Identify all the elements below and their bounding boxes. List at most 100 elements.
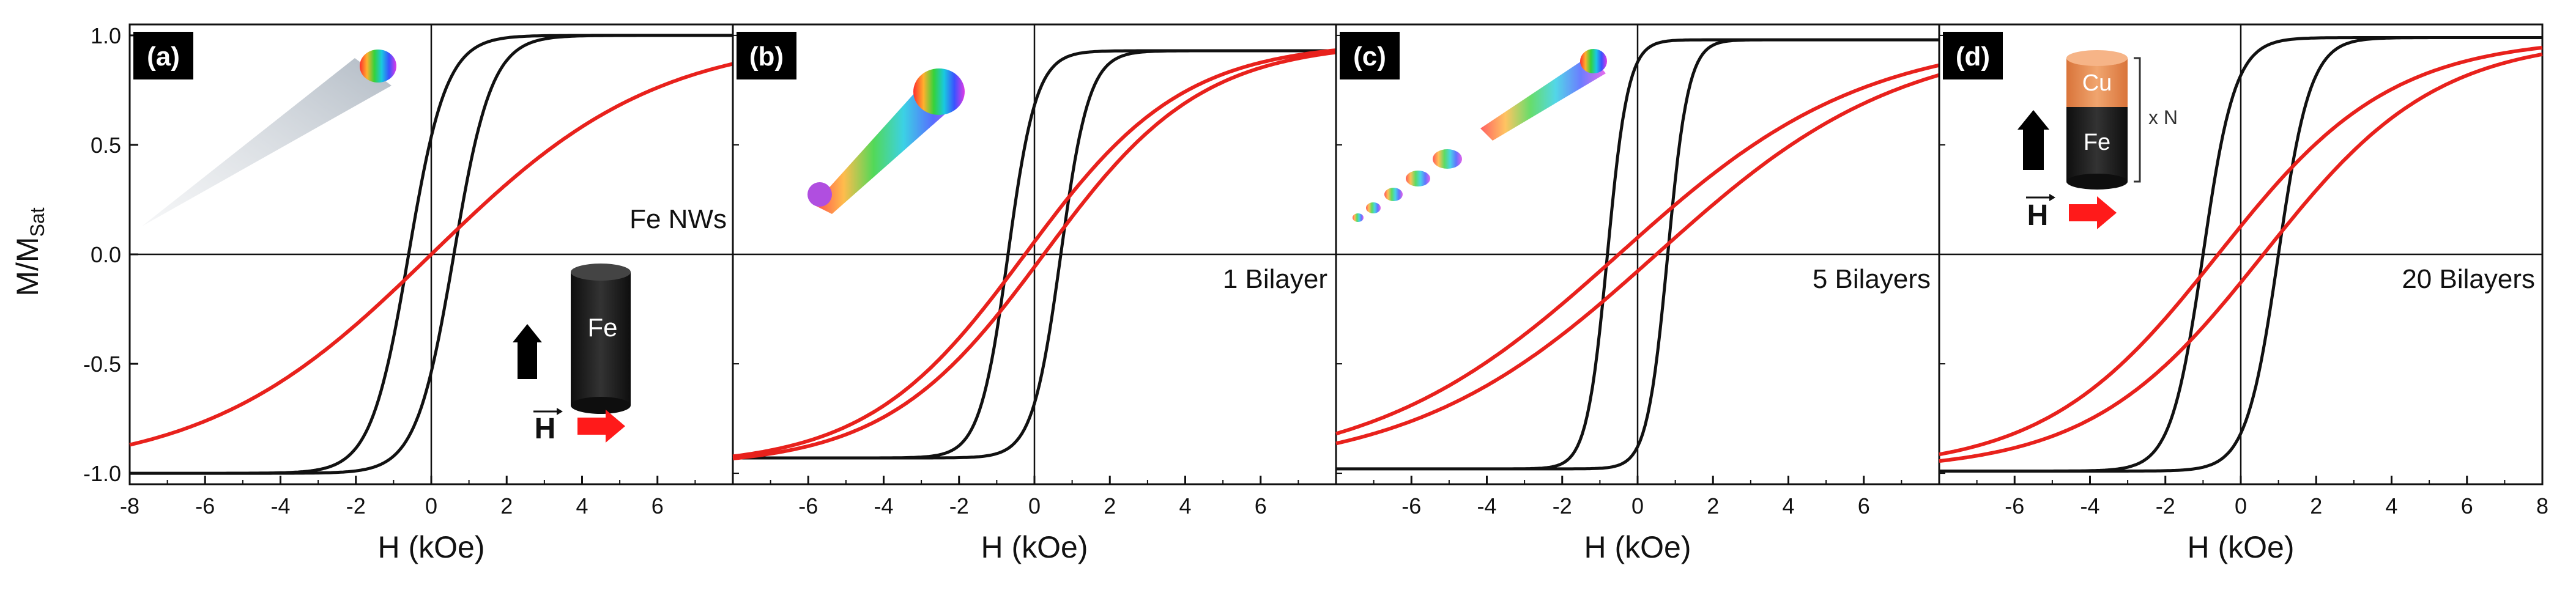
field-vector-head-a-icon: [557, 408, 563, 415]
panel-c-nanowire-sim: [1353, 49, 1607, 222]
panel-b-x-tick-label: -4: [874, 493, 893, 518]
x-axis-title-b: H (kOe): [981, 530, 1088, 564]
panel-a-label-box: [133, 32, 193, 79]
panel-b-perpendicular-loop: [733, 49, 1336, 460]
panel-a-sim-head: [360, 50, 396, 83]
panel-a-x-tick-label: -6: [195, 493, 215, 518]
fe-cylinder-a-bottom: [571, 397, 631, 414]
y-axis-title-sub: Sat: [26, 207, 48, 237]
y-tick-label: 0.5: [91, 133, 121, 158]
fe-cylinder-a: [571, 272, 631, 405]
panel-a-x-tick-label: -4: [270, 493, 290, 518]
panel-c-x-tick-label: 4: [1782, 493, 1794, 518]
field-arrow-a-icon: [577, 410, 625, 443]
panel-a-perpendicular-loop: [130, 34, 733, 475]
panel-a-x-tick-label: 2: [500, 493, 513, 518]
panel-a-annotation: Fe NWs: [629, 204, 727, 234]
panel-a-ticks: -8 -6 -4 -2 0 2 4 6 -1.0 -0.5 0.0 0.5 1.0: [83, 23, 696, 518]
panel-c-x-tick-label: 0: [1631, 493, 1644, 518]
field-arrow-d-icon: [2069, 196, 2117, 229]
y-axis-title: M/MSat: [10, 207, 48, 296]
panel-d-x-tick-label: 0: [2235, 493, 2247, 518]
panel-b: -6 -4 -2 0 2 4 6 (b) 1 Bilayer: [732, 23, 1337, 518]
panel-d-curves: [1939, 36, 2543, 473]
fe-cylinder-a-top: [571, 264, 631, 281]
field-label-a: H: [535, 413, 556, 445]
panel-b-x-tick-label: 2: [1104, 493, 1116, 518]
panel-d-x-tick-label: -4: [2080, 493, 2099, 518]
panel-b-x-tick-label: 4: [1179, 493, 1191, 518]
panel-c-label-box: [1340, 32, 1400, 79]
panel-c-perpendicular-loop: [1336, 38, 1939, 471]
magnetization-arrow-a-icon: [513, 324, 542, 379]
panel-a-x-tick-label: 0: [425, 493, 437, 518]
panel-c: -6 -4 -2 0 2 4 6 (c) 5 Bilayers: [1335, 23, 1940, 518]
panel-d-x-tick-label: -6: [2005, 493, 2024, 518]
panel-b-sim-body: [814, 79, 963, 214]
panel-b-x-tick-label: 0: [1028, 493, 1041, 518]
panel-c-sim-segment-6: [1353, 213, 1364, 222]
panel-d-schematic: Cu Fe x N H: [2017, 50, 2178, 232]
panel-b-annotation: 1 Bilayer: [1223, 264, 1327, 294]
panel-c-sim-segment-4: [1384, 188, 1403, 201]
panel-b-label: (b): [749, 42, 784, 72]
panel-d-label-box: [1943, 32, 2003, 79]
magnetization-arrow-d-icon: [2017, 110, 2049, 170]
panel-c-curves: [1335, 38, 1940, 471]
panel-d-parallel-loop: [1939, 46, 2543, 463]
panel-c-label: (c): [1353, 42, 1386, 72]
y-tick-label: 1.0: [91, 23, 121, 48]
panel-a-nanowire-sim: [142, 50, 396, 226]
panel-a-x-tick-label: -8: [120, 493, 139, 518]
x-axis-title-a: H (kOe): [378, 530, 485, 564]
cu-cylinder-top: [2066, 50, 2128, 66]
panel-b-label-box: [737, 32, 796, 79]
y-tick-label: 0.0: [91, 242, 121, 267]
panel-d-x-tick-label: 4: [2385, 493, 2397, 518]
cu-label: Cu: [2082, 70, 2112, 96]
fe-label-a: Fe: [587, 313, 617, 342]
panel-d-annotation: 20 Bilayers: [2402, 264, 2535, 294]
panel-a-sim-tail: [142, 58, 392, 226]
repeat-bracket: [2134, 57, 2141, 183]
cu-cylinder: [2066, 58, 2128, 107]
panel-d-x-tick-label: 2: [2310, 493, 2322, 518]
panel-c-sim-segment-5: [1366, 202, 1381, 213]
panel-a-x-tick-label: -2: [346, 493, 366, 518]
panel-a-x-tick-label: 4: [576, 493, 588, 518]
panel-b-sim-tail: [807, 182, 832, 207]
panel-c-annotation: 5 Bilayers: [1813, 264, 1931, 294]
panel-b-x-tick-label: -6: [798, 493, 818, 518]
panel-c-x-tick-label: -4: [1477, 493, 1496, 518]
panel-b-curves: [732, 48, 1337, 460]
panel-d-label: (d): [1956, 42, 1990, 72]
panel-a-label: (a): [147, 42, 180, 72]
field-label-d: H: [2027, 199, 2049, 232]
panel-c-x-tick-label: 6: [1858, 493, 1870, 518]
panel-b-ticks: -6 -4 -2 0 2 4 6: [733, 34, 1299, 518]
panel-c-x-tick-label: 2: [1707, 493, 1719, 518]
y-axis-title-main: M/M: [10, 237, 45, 296]
panel-c-sim-head: [1580, 49, 1607, 73]
panel-c-x-tick-label: -6: [1401, 493, 1421, 518]
fe-cylinder-d: [2066, 107, 2128, 182]
panel-b-sim-head: [913, 68, 965, 115]
repeat-label: x N: [2148, 106, 2178, 128]
panel-a-parallel-loop: [129, 62, 733, 447]
x-axis-title-c: H (kOe): [1584, 530, 1691, 564]
fe-cylinder-d-bottom: [2066, 174, 2128, 190]
panel-a-schematic: Fe H: [513, 264, 631, 445]
panel-a-x-tick-label: 6: [651, 493, 664, 518]
field-vector-head-d-icon: [2049, 194, 2055, 201]
panel-d-x-tick-label: 8: [2536, 493, 2548, 518]
panel-c-sim-segment-1: [1480, 55, 1606, 141]
panel-a: -8 -6 -4 -2 0 2 4 6 -1.0 -0.5 0.0 0.5 1.0 (a) Fe NWs…: [83, 23, 734, 518]
y-tick-label: -1.0: [83, 461, 121, 486]
panel-c-x-tick-label: -2: [1553, 493, 1572, 518]
panel-d-perpendicular-loop: [1939, 36, 2542, 473]
panel-d-ticks: -6 -4 -2 0 2 4 6 8: [1939, 34, 2548, 518]
panel-c-sim-segment-3: [1406, 171, 1430, 186]
panel-b-nanowire-sim: [807, 68, 965, 214]
panel-a-curves: [129, 34, 733, 475]
panel-b-parallel-loop: [732, 48, 1337, 460]
